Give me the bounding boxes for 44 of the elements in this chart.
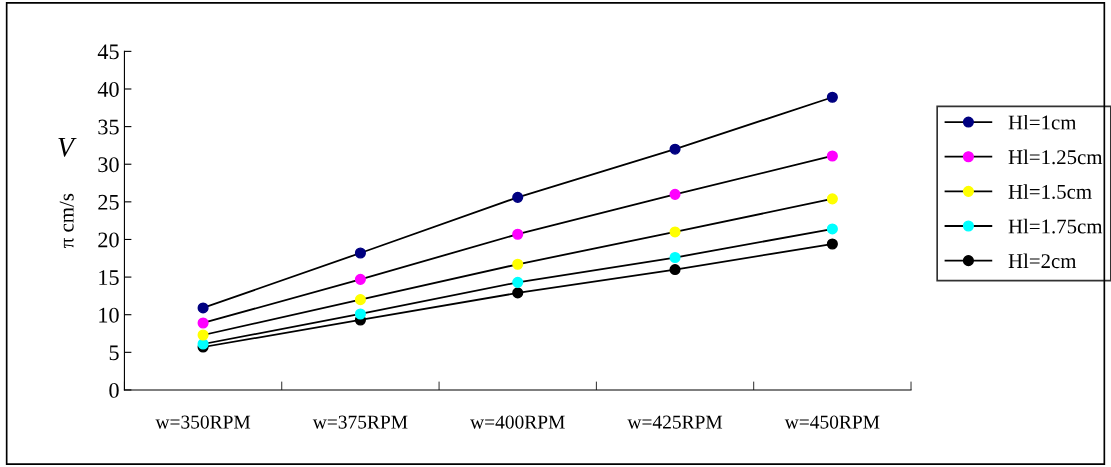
legend-label: Hl=1cm — [1008, 114, 1077, 130]
y-tick-label: 40 — [97, 81, 119, 97]
y-axis-title: π cm/s — [59, 193, 74, 248]
legend-label: Hl=1.5cm — [1008, 184, 1092, 199]
y-tick-label: 5 — [109, 345, 119, 361]
x-tick-label: w=350RPM — [155, 415, 251, 429]
point — [512, 228, 524, 240]
point — [354, 294, 366, 306]
legend-label: Hl=1.25cm — [1008, 149, 1103, 165]
point — [826, 91, 838, 103]
legend-label: Hl=1.75cm — [1008, 218, 1103, 234]
point — [826, 150, 838, 162]
text: V — [58, 138, 77, 157]
x-tick-label: w=425RPM — [627, 415, 723, 429]
y-tick-label: 20 — [98, 232, 119, 248]
y-tick-label: 15 — [99, 270, 119, 286]
y-tick-label: 25 — [98, 194, 119, 210]
point — [512, 287, 524, 299]
point — [669, 251, 681, 264]
point — [669, 226, 681, 238]
legend-label: Hl=2cm — [1008, 253, 1077, 269]
x-tick-label: w=450RPM — [784, 415, 880, 429]
x-tick-label: w=400RPM — [470, 415, 565, 429]
point — [197, 302, 209, 314]
y-tick-label: 30 — [98, 157, 119, 173]
point — [197, 317, 209, 329]
point — [669, 264, 681, 276]
y-tick-label: 45 — [97, 44, 119, 60]
point — [354, 247, 366, 259]
point — [354, 273, 366, 285]
y-tick-label: 0 — [109, 382, 119, 398]
point — [354, 308, 366, 320]
point — [512, 276, 524, 288]
point — [512, 258, 524, 270]
point — [826, 223, 838, 235]
point — [669, 143, 681, 155]
point — [669, 188, 681, 200]
point — [826, 193, 838, 205]
x-tick-label: w=375RPM — [312, 415, 408, 429]
point — [197, 329, 209, 341]
y-tick-label: 10 — [99, 307, 119, 323]
y-tick-label: 35 — [98, 119, 119, 135]
point — [512, 191, 524, 203]
point — [826, 238, 838, 250]
